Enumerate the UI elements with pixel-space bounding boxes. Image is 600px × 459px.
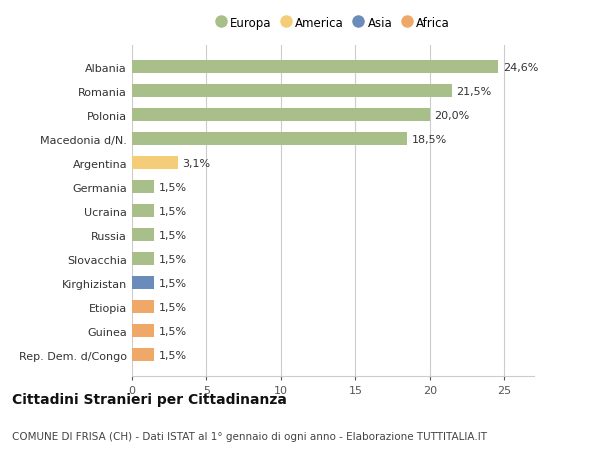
Bar [132, 109, 430, 122]
Text: 1,5%: 1,5% [159, 278, 187, 288]
Bar [132, 205, 154, 218]
Bar [132, 133, 407, 146]
Text: 24,6%: 24,6% [503, 62, 538, 73]
Text: COMUNE DI FRISA (CH) - Dati ISTAT al 1° gennaio di ogni anno - Elaborazione TUTT: COMUNE DI FRISA (CH) - Dati ISTAT al 1° … [12, 431, 487, 441]
Text: 1,5%: 1,5% [159, 206, 187, 216]
Bar [132, 181, 154, 194]
Bar [132, 276, 154, 290]
Text: Cittadini Stranieri per Cittadinanza: Cittadini Stranieri per Cittadinanza [12, 392, 287, 406]
Bar [132, 324, 154, 337]
Legend: Europa, America, Asia, Africa: Europa, America, Asia, Africa [212, 13, 454, 34]
Bar [132, 348, 154, 361]
Bar [132, 85, 452, 98]
Bar [132, 157, 178, 170]
Text: 18,5%: 18,5% [412, 134, 447, 144]
Bar [132, 300, 154, 313]
Text: 20,0%: 20,0% [434, 111, 469, 120]
Text: 3,1%: 3,1% [182, 158, 211, 168]
Text: 1,5%: 1,5% [159, 326, 187, 336]
Bar [132, 252, 154, 266]
Text: 1,5%: 1,5% [159, 254, 187, 264]
Text: 21,5%: 21,5% [457, 86, 492, 96]
Text: 1,5%: 1,5% [159, 302, 187, 312]
Text: 1,5%: 1,5% [159, 350, 187, 360]
Bar [132, 229, 154, 241]
Text: 1,5%: 1,5% [159, 230, 187, 240]
Text: 1,5%: 1,5% [159, 182, 187, 192]
Bar [132, 61, 498, 74]
